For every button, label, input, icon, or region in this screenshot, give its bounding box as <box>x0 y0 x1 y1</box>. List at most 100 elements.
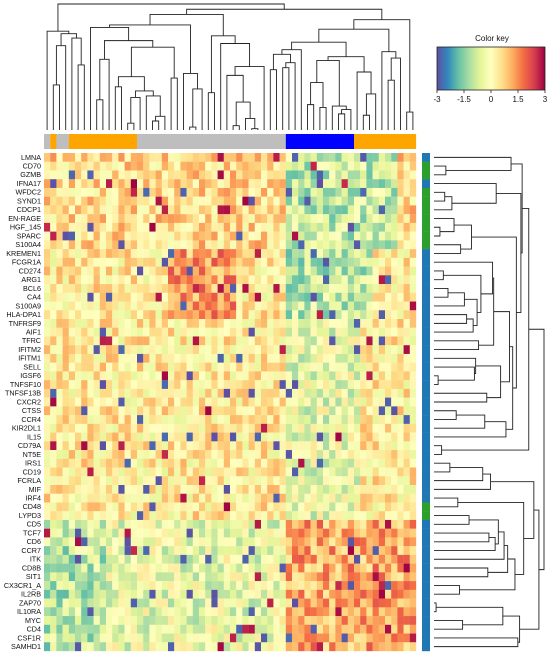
heatmap-cell <box>217 310 224 320</box>
heatmap-cell <box>298 397 305 407</box>
heatmap-cell <box>143 257 150 267</box>
heatmap-cell <box>279 187 286 197</box>
heatmap-cell <box>366 257 373 267</box>
heatmap-cell <box>75 528 82 538</box>
heatmap-cell <box>137 406 144 416</box>
heatmap-cell <box>372 502 379 512</box>
heatmap-cell <box>50 546 57 556</box>
column-dendrogram-branch <box>152 120 160 130</box>
heatmap-cell <box>186 642 193 652</box>
heatmap-cell <box>205 467 212 477</box>
heatmap-cell <box>236 257 243 267</box>
heatmap-cell <box>68 310 76 320</box>
heatmap-cell <box>217 616 224 625</box>
heatmap-cell <box>391 266 398 276</box>
heatmap-cell <box>180 607 187 617</box>
heatmap-cell <box>75 196 82 206</box>
heatmap-cell <box>149 266 156 276</box>
heatmap-cell <box>366 467 373 477</box>
heatmap-cell <box>137 589 144 599</box>
heatmap-cell <box>217 275 224 285</box>
heatmap-cell <box>174 476 181 486</box>
heatmap-cell <box>168 528 175 538</box>
heatmap-cell <box>242 275 249 285</box>
heatmap-cell <box>391 581 398 590</box>
heatmap-cell <box>180 327 187 337</box>
heatmap-cell <box>217 345 224 355</box>
heatmap-cell <box>304 633 311 643</box>
heatmap-cell <box>341 266 348 276</box>
heatmap-cell <box>292 415 299 424</box>
heatmap-cell <box>174 249 181 258</box>
heatmap-cell <box>186 179 193 189</box>
heatmap-cell <box>329 537 336 547</box>
row-dendrogram-branch <box>502 615 521 643</box>
heatmap-cell <box>354 415 361 424</box>
heatmap-cell <box>397 554 404 564</box>
heatmap-cell <box>62 371 69 381</box>
heatmap-cell <box>81 423 88 433</box>
heatmap-cell <box>186 589 193 599</box>
heatmap-cell <box>347 388 355 398</box>
heatmap-cell <box>360 642 367 652</box>
heatmap-cell <box>174 406 181 416</box>
heatmap-cell <box>248 170 255 180</box>
heatmap-cell <box>93 589 100 599</box>
row-dendrogram-branch <box>436 606 504 626</box>
heatmap-cell <box>99 231 107 241</box>
heatmap-cell <box>397 170 404 180</box>
heatmap-cell <box>335 397 342 407</box>
heatmap-cell <box>149 327 156 337</box>
heatmap-cell <box>285 485 293 494</box>
heatmap-cell <box>93 336 100 346</box>
heatmap-cell <box>316 554 324 564</box>
heatmap-cell <box>366 231 373 241</box>
heatmap-cell <box>143 406 150 416</box>
heatmap-cell <box>56 458 63 468</box>
heatmap-cell <box>304 519 311 529</box>
heatmap-cell <box>143 380 150 390</box>
heatmap-cell <box>137 616 144 625</box>
heatmap-cell <box>378 353 386 363</box>
heatmap-cell <box>223 388 231 398</box>
heatmap-cell <box>267 458 274 468</box>
heatmap-cell <box>155 161 162 171</box>
row-label: HLA-DPA1 <box>6 310 41 319</box>
heatmap-cell <box>316 633 324 643</box>
row-dendrogram-branch <box>528 328 545 571</box>
heatmap-cell <box>192 485 200 494</box>
heatmap-cell <box>99 153 107 162</box>
row-dendrogram-branch <box>434 637 519 648</box>
heatmap-cell <box>304 441 311 451</box>
heatmap-cell <box>211 415 218 424</box>
heatmap-cell <box>56 528 63 538</box>
heatmap-cell <box>310 284 317 293</box>
heatmap-cell <box>81 476 88 486</box>
heatmap-cell <box>279 633 286 643</box>
heatmap-cell <box>341 563 348 573</box>
heatmap-cell <box>211 214 218 224</box>
row-label: CA4 <box>27 293 41 302</box>
heatmap-cell <box>174 362 181 372</box>
heatmap-cell <box>354 450 361 459</box>
heatmap-cell <box>99 240 107 250</box>
heatmap-cell <box>130 336 138 346</box>
heatmap-cell <box>409 642 417 652</box>
heatmap-cell <box>118 458 125 468</box>
heatmap-cell <box>199 231 206 241</box>
heatmap-cell <box>44 633 51 643</box>
heatmap-cell <box>236 519 243 529</box>
heatmap-cell <box>56 266 63 276</box>
heatmap-cell <box>99 589 107 599</box>
heatmap-cell <box>217 633 224 643</box>
heatmap-cell <box>279 537 286 547</box>
heatmap-cell <box>403 196 410 206</box>
heatmap-cell <box>403 572 410 582</box>
heatmap-cell <box>174 511 181 521</box>
heatmap-cell <box>87 240 94 250</box>
heatmap-cell <box>149 371 156 381</box>
row-group-segment <box>422 327 430 337</box>
heatmap-cell <box>329 196 336 206</box>
column-dendrogram-branch <box>319 107 327 130</box>
heatmap-cell <box>335 388 342 398</box>
